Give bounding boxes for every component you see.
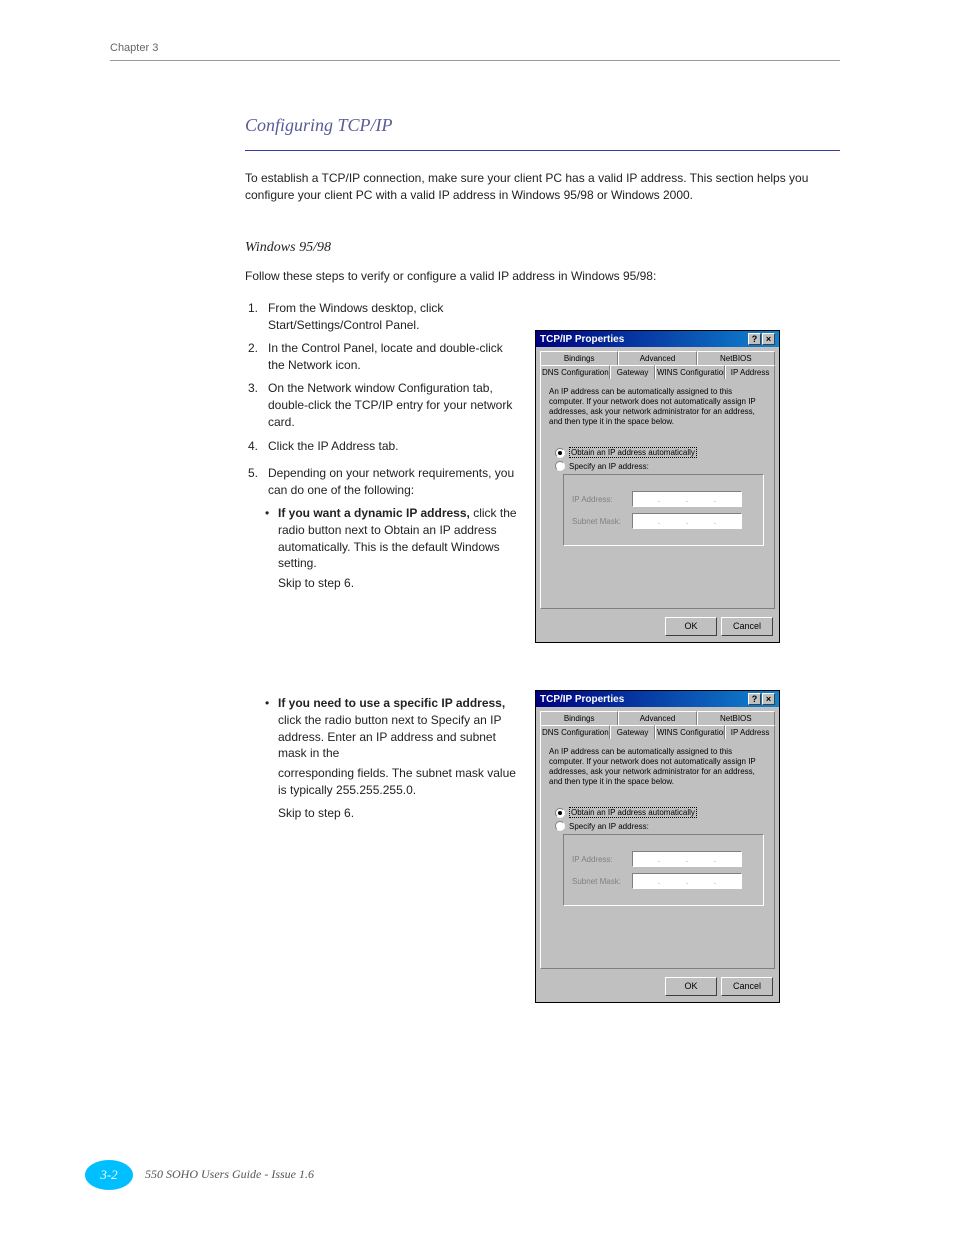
ip-address-field[interactable]: . . . bbox=[632, 851, 742, 867]
ip-address-label: IP Address: bbox=[572, 855, 632, 864]
header-rule bbox=[110, 60, 840, 61]
radio-specify-label: Specify an IP address: bbox=[569, 822, 649, 831]
tabs-row-1: Bindings Advanced NetBIOS bbox=[540, 711, 775, 725]
radio-specify[interactable] bbox=[555, 461, 565, 471]
radio-specify-row[interactable]: Specify an IP address: bbox=[555, 461, 766, 471]
step-4-text: Click the IP Address tab. bbox=[268, 438, 518, 455]
step-4-num: 4. bbox=[248, 438, 258, 455]
dialog-description: An IP address can be automatically assig… bbox=[549, 747, 766, 787]
dialog-titlebar: TCP/IP Properties ? × bbox=[536, 691, 779, 707]
section-heading: Configuring TCP/IP bbox=[245, 115, 393, 136]
radio-auto[interactable] bbox=[555, 448, 565, 458]
specify-group: IP Address: . . . Subnet Mask: . . . bbox=[563, 474, 764, 546]
close-button[interactable]: × bbox=[762, 693, 775, 705]
dialog-titlebar: TCP/IP Properties ? × bbox=[536, 331, 779, 347]
subheading-win9598: Windows 95/98 bbox=[245, 238, 331, 258]
step-5-num: 5. bbox=[248, 465, 258, 482]
tab-wins[interactable]: WINS Configuration bbox=[655, 725, 725, 739]
step-2-num: 2. bbox=[248, 340, 258, 357]
subnet-mask-label: Subnet Mask: bbox=[572, 517, 632, 526]
bullet-1-marker: • bbox=[265, 505, 269, 522]
ip-address-row: IP Address: . . . bbox=[572, 851, 755, 867]
bullet-2-more2: Skip to step 6. bbox=[278, 805, 518, 822]
tab-ipaddress[interactable]: IP Address bbox=[725, 365, 775, 379]
tab-panel: An IP address can be automatically assig… bbox=[540, 379, 775, 609]
subnet-mask-field[interactable]: . . . bbox=[632, 513, 742, 529]
tab-ipaddress[interactable]: IP Address bbox=[725, 725, 775, 739]
bullet-2: If you need to use a specific IP address… bbox=[278, 695, 518, 762]
help-button[interactable]: ? bbox=[748, 693, 761, 705]
step-5-text: Depending on your network requirements, … bbox=[268, 465, 518, 499]
subnet-mask-row: Subnet Mask: . . . bbox=[572, 873, 755, 889]
subnet-mask-field[interactable]: . . . bbox=[632, 873, 742, 889]
radio-specify-row[interactable]: Specify an IP address: bbox=[555, 821, 766, 831]
tab-dns[interactable]: DNS Configuration bbox=[540, 725, 610, 739]
bullet-1: If you want a dynamic IP address, click … bbox=[278, 505, 518, 572]
dialog-title-text: TCP/IP Properties bbox=[540, 334, 624, 345]
tab-panel: An IP address can be automatically assig… bbox=[540, 739, 775, 969]
step-1-num: 1. bbox=[248, 300, 258, 317]
tab-gateway[interactable]: Gateway bbox=[610, 365, 655, 379]
bullet-2-more1: corresponding fields. The subnet mask va… bbox=[278, 765, 518, 799]
subnet-mask-label: Subnet Mask: bbox=[572, 877, 632, 886]
chapter-label: Chapter 3 bbox=[110, 42, 158, 54]
step-1-text: From the Windows desktop, click Start/Se… bbox=[268, 300, 518, 334]
dialog-title-text: TCP/IP Properties bbox=[540, 694, 624, 705]
tab-gateway[interactable]: Gateway bbox=[610, 725, 655, 739]
step-3-num: 3. bbox=[248, 380, 258, 397]
step-2-text: In the Control Panel, locate and double-… bbox=[268, 340, 518, 374]
dialog-description: An IP address can be automatically assig… bbox=[549, 387, 766, 427]
tab-netbios[interactable]: NetBIOS bbox=[697, 351, 775, 365]
tab-advanced[interactable]: Advanced bbox=[618, 351, 696, 365]
dialog-buttons: OK Cancel bbox=[536, 973, 779, 1002]
close-button[interactable]: × bbox=[762, 333, 775, 345]
radio-specify[interactable] bbox=[555, 821, 565, 831]
radio-auto-label: Obtain an IP address automatically bbox=[569, 807, 697, 818]
tabs-row-2: DNS Configuration Gateway WINS Configura… bbox=[540, 725, 775, 739]
radio-auto-row[interactable]: Obtain an IP address automatically bbox=[555, 447, 766, 458]
section-rule bbox=[245, 150, 840, 151]
radio-specify-label: Specify an IP address: bbox=[569, 462, 649, 471]
tab-bindings[interactable]: Bindings bbox=[540, 351, 618, 365]
radio-auto-row[interactable]: Obtain an IP address automatically bbox=[555, 807, 766, 818]
tcpip-dialog-1: TCP/IP Properties ? × Bindings Advanced … bbox=[535, 330, 780, 643]
dialog-buttons: OK Cancel bbox=[536, 613, 779, 642]
tab-dns[interactable]: DNS Configuration bbox=[540, 365, 610, 379]
ip-address-label: IP Address: bbox=[572, 495, 632, 504]
bullet-2-marker: • bbox=[265, 695, 269, 712]
bullet-2-rest: click the radio button next to Specify a… bbox=[278, 713, 501, 761]
tab-bindings[interactable]: Bindings bbox=[540, 711, 618, 725]
cancel-button[interactable]: Cancel bbox=[721, 617, 773, 636]
ok-button[interactable]: OK bbox=[665, 617, 717, 636]
cancel-button[interactable]: Cancel bbox=[721, 977, 773, 996]
specify-group: IP Address: . . . Subnet Mask: . . . bbox=[563, 834, 764, 906]
bullet-2-lead: If you need to use a specific IP address… bbox=[278, 696, 505, 710]
step-3-text: On the Network window Configuration tab,… bbox=[268, 380, 518, 430]
page-number-badge: 3-2 bbox=[85, 1160, 133, 1190]
footer-doc-title: 550 SOHO Users Guide - Issue 1.6 bbox=[145, 1167, 314, 1182]
tabs-row-2: DNS Configuration Gateway WINS Configura… bbox=[540, 365, 775, 379]
tabs-row-1: Bindings Advanced NetBIOS bbox=[540, 351, 775, 365]
bullet-1-lead: If you want a dynamic IP address, bbox=[278, 506, 470, 520]
ip-address-field[interactable]: . . . bbox=[632, 491, 742, 507]
tcpip-dialog-2: TCP/IP Properties ? × Bindings Advanced … bbox=[535, 690, 780, 1003]
radio-auto-label: Obtain an IP address automatically bbox=[569, 447, 697, 458]
radio-auto[interactable] bbox=[555, 808, 565, 818]
tab-wins[interactable]: WINS Configuration bbox=[655, 365, 725, 379]
help-button[interactable]: ? bbox=[748, 333, 761, 345]
tab-netbios[interactable]: NetBIOS bbox=[697, 711, 775, 725]
bullet-1-more: Skip to step 6. bbox=[278, 575, 518, 592]
ok-button[interactable]: OK bbox=[665, 977, 717, 996]
subnet-mask-row: Subnet Mask: . . . bbox=[572, 513, 755, 529]
tab-advanced[interactable]: Advanced bbox=[618, 711, 696, 725]
ip-address-row: IP Address: . . . bbox=[572, 491, 755, 507]
win9598-intro: Follow these steps to verify or configur… bbox=[245, 268, 840, 285]
intro-paragraph: To establish a TCP/IP connection, make s… bbox=[245, 170, 840, 204]
